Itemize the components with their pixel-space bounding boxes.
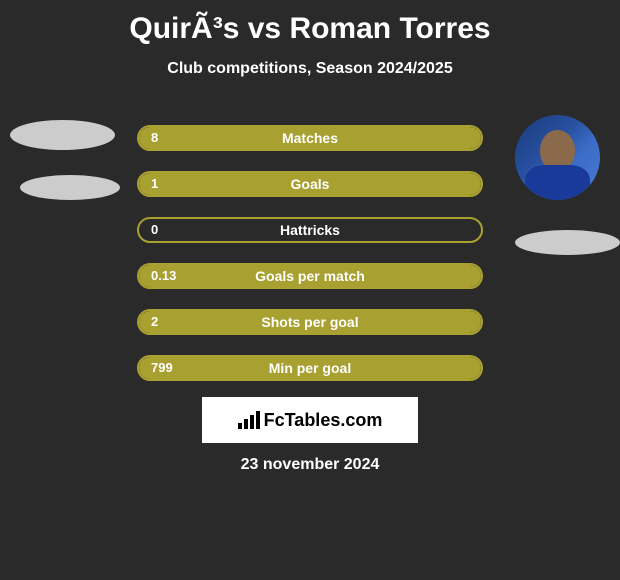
stat-row: 799Min per goal bbox=[137, 355, 483, 381]
brand-box: FcTables.com bbox=[202, 397, 418, 443]
date-text: 23 november 2024 bbox=[0, 456, 620, 474]
stat-row: 2Shots per goal bbox=[137, 309, 483, 335]
stat-row: 0Hattricks bbox=[137, 217, 483, 243]
stat-row: 8Matches bbox=[137, 125, 483, 151]
brand-text: FcTables.com bbox=[264, 410, 383, 431]
player-photo bbox=[515, 115, 600, 200]
placeholder-ellipse bbox=[20, 175, 120, 200]
page-subtitle: Club competitions, Season 2024/2025 bbox=[0, 60, 620, 78]
stat-label: Min per goal bbox=[139, 357, 481, 379]
player-right-avatar bbox=[500, 115, 610, 255]
stat-row: 0.13Goals per match bbox=[137, 263, 483, 289]
page-title: QuirÃ³s vs Roman Torres bbox=[0, 0, 620, 46]
stat-label: Goals bbox=[139, 173, 481, 195]
stat-label: Hattricks bbox=[139, 219, 481, 241]
chart-icon bbox=[238, 411, 260, 429]
placeholder-ellipse bbox=[10, 120, 115, 150]
stat-label: Matches bbox=[139, 127, 481, 149]
stat-row: 1Goals bbox=[137, 171, 483, 197]
stat-label: Shots per goal bbox=[139, 311, 481, 333]
stats-container: 8Matches 1Goals 0Hattricks 0.13Goals per ma… bbox=[137, 125, 483, 401]
placeholder-ellipse bbox=[515, 230, 620, 255]
stat-label: Goals per match bbox=[139, 265, 481, 287]
player-left-avatar bbox=[10, 110, 110, 210]
